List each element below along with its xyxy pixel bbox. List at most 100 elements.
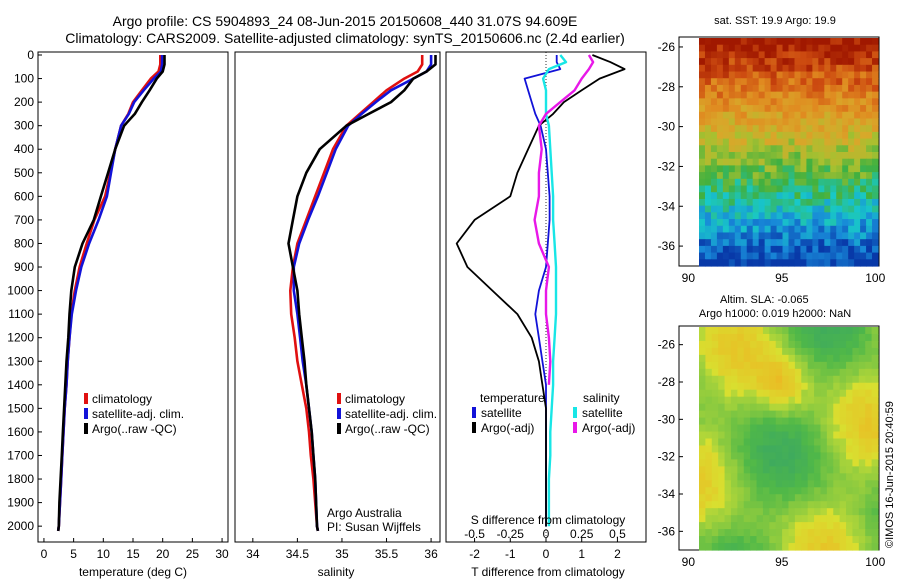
sla-cell xyxy=(756,445,764,454)
sst-cell xyxy=(776,131,784,140)
sla-cell xyxy=(724,382,732,391)
sst-cell xyxy=(752,212,760,220)
sst-cell xyxy=(848,118,855,126)
sst-cell xyxy=(758,219,766,227)
sst-cell xyxy=(800,245,807,254)
sst-cell xyxy=(782,225,790,234)
sla-cell xyxy=(756,501,764,509)
sla-cell xyxy=(750,487,758,495)
sst-cell xyxy=(830,71,837,79)
sst-cell xyxy=(824,245,831,254)
map-x-tick-label: 100 xyxy=(865,555,885,569)
sla-cell xyxy=(756,389,764,398)
sst-cell xyxy=(794,198,802,207)
sla-cell xyxy=(782,424,790,433)
title-line-2: Climatology: CARS2009. Satellite-adjuste… xyxy=(65,30,625,46)
sst-cell xyxy=(800,98,807,106)
sst-cell xyxy=(842,198,849,207)
sla-cell xyxy=(814,410,822,419)
sst-cell xyxy=(710,125,718,133)
sst-cell xyxy=(794,44,802,53)
sla-cell xyxy=(711,466,719,474)
sst-cell xyxy=(770,138,778,146)
sla-cell xyxy=(743,410,751,419)
sst-cell xyxy=(824,58,831,66)
sla-cell xyxy=(788,480,796,488)
sla-cell xyxy=(801,340,809,349)
sla-cell xyxy=(788,389,796,398)
sla-cell xyxy=(718,522,726,530)
sla-cell xyxy=(801,515,809,523)
sst-cell xyxy=(806,239,813,247)
sla-cell xyxy=(782,368,790,377)
sst-cell xyxy=(830,105,837,113)
sla-cell xyxy=(743,438,751,447)
sla-cell xyxy=(711,473,719,481)
sla-cell xyxy=(769,543,777,551)
sla-map-panel: Altim. SLA: -0.065 Argo h1000: 0.019 h20… xyxy=(658,294,886,569)
sla-cell xyxy=(871,480,879,488)
sla-cell xyxy=(814,424,822,433)
sla-cell xyxy=(820,501,828,509)
sla-cell xyxy=(839,438,847,447)
sla-cell xyxy=(820,340,828,349)
sla-cell xyxy=(820,347,828,356)
sst-cell xyxy=(794,178,802,187)
sla-cell xyxy=(814,501,822,509)
sla-cell xyxy=(801,375,809,384)
sst-cell xyxy=(872,78,879,86)
sst-cell xyxy=(704,84,712,93)
sla-cell xyxy=(737,452,745,461)
sla-cell xyxy=(858,487,866,495)
sst-cell xyxy=(788,212,796,220)
sst-cell xyxy=(734,84,742,93)
sst-cell xyxy=(710,138,718,146)
sst-cell xyxy=(812,152,819,160)
sst-cell xyxy=(848,225,855,234)
sla-cell xyxy=(705,431,713,440)
sst-cell xyxy=(818,64,825,73)
sst-cell xyxy=(758,44,766,53)
sst-cell xyxy=(794,105,802,113)
sst-cell xyxy=(872,239,879,247)
sst-cell xyxy=(830,198,837,207)
sla-cell xyxy=(820,410,828,419)
sla-cell xyxy=(788,347,796,356)
sst-cell xyxy=(860,98,867,106)
sst-cell xyxy=(806,225,813,234)
sla-cell xyxy=(699,522,706,530)
sla-cell xyxy=(762,382,770,391)
sst-cell xyxy=(740,219,748,227)
sst-cell xyxy=(728,219,736,227)
sst-cell xyxy=(740,98,748,106)
sst-cell xyxy=(860,38,867,46)
sst-cell xyxy=(848,125,855,133)
sla-cell xyxy=(750,515,758,523)
sst-cell xyxy=(842,58,849,66)
sla-cell xyxy=(737,417,745,426)
sst-cell xyxy=(854,245,861,254)
sst-cell xyxy=(728,91,736,99)
sst-cell xyxy=(872,178,879,187)
sla-cell xyxy=(839,375,847,384)
sla-cell xyxy=(858,473,866,481)
x-tick-label: 1 xyxy=(578,547,585,561)
sst-cell xyxy=(728,125,736,133)
sst-cell xyxy=(722,105,730,113)
sla-cell xyxy=(826,487,834,495)
sla-cell xyxy=(865,445,873,454)
sst-cell xyxy=(806,158,813,167)
sst-cell xyxy=(872,125,879,133)
sst-cell xyxy=(794,131,802,140)
sst-cell xyxy=(776,91,784,99)
sla-cell xyxy=(750,480,758,488)
sst-cell xyxy=(704,111,712,120)
sla-cell xyxy=(820,361,828,370)
sla-cell xyxy=(807,438,815,447)
sst-cell xyxy=(830,232,837,240)
sst-cell xyxy=(794,165,802,173)
sla-cell xyxy=(699,424,706,433)
sst-cell xyxy=(788,232,796,240)
sst-cell xyxy=(836,158,843,167)
sst-cell xyxy=(728,105,736,113)
